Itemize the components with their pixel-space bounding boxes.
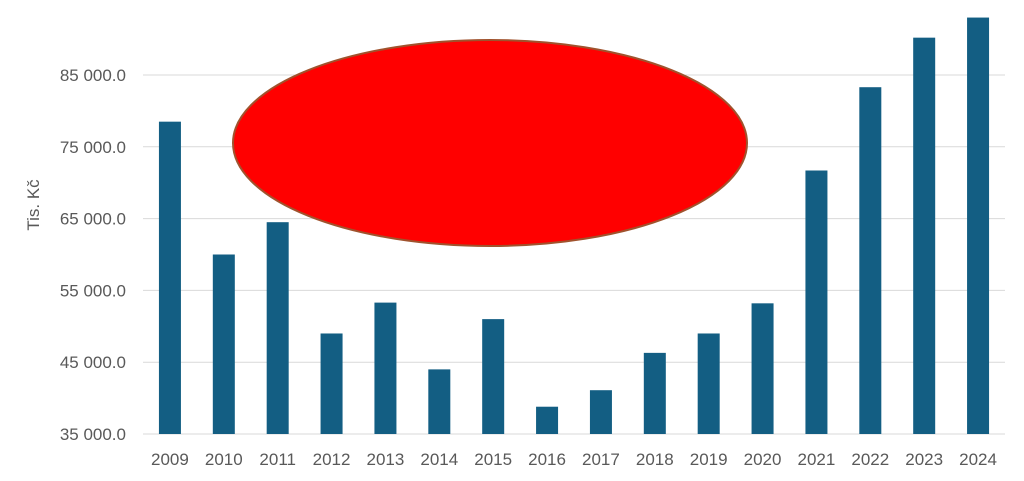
x-tick-label: 2021 — [798, 450, 836, 469]
bars — [158, 17, 990, 435]
x-tick-label: 2019 — [690, 450, 728, 469]
bar-2015 — [482, 319, 505, 434]
x-tick-label: 2018 — [636, 450, 674, 469]
x-tick-label: 2015 — [474, 450, 512, 469]
bar-2023 — [913, 37, 936, 434]
bar-2022 — [859, 87, 882, 435]
y-tick-label: 65 000.0 — [60, 210, 126, 229]
bar-2010 — [212, 254, 235, 434]
x-tick-label: 2011 — [259, 450, 296, 469]
x-tick-label: 2020 — [744, 450, 782, 469]
bar-2017 — [589, 390, 612, 434]
x-tick-label: 2022 — [851, 450, 889, 469]
red-ellipse-overlay — [232, 39, 748, 247]
x-tick-label: 2013 — [367, 450, 405, 469]
y-tick-label: 45 000.0 — [60, 353, 126, 372]
bar-2009 — [158, 121, 181, 435]
y-tick-label: 75 000.0 — [60, 138, 126, 157]
bar-2012 — [320, 333, 343, 434]
bar-2014 — [428, 369, 451, 434]
bar-2013 — [374, 302, 397, 434]
y-tick-label: 35 000.0 — [60, 425, 126, 444]
bar-2024 — [967, 17, 990, 435]
x-tick-label: 2016 — [528, 450, 566, 469]
bar-2018 — [643, 352, 666, 434]
x-tick-label: 2009 — [151, 450, 189, 469]
x-tick-label: 2010 — [205, 450, 243, 469]
bar-2021 — [805, 170, 828, 434]
bar-2011 — [266, 222, 289, 434]
x-tick-label: 2024 — [959, 450, 997, 469]
x-axis-ticks: 2009 2010 2011 2012 2013 2014 2015 2016 2017 2018… — [151, 450, 997, 469]
x-tick-label: 2017 — [582, 450, 620, 469]
x-tick-label: 2023 — [905, 450, 943, 469]
bar-2019 — [697, 333, 720, 434]
bar-2020 — [751, 303, 774, 434]
y-tick-label: 85 000.0 — [60, 66, 126, 85]
y-axis-ticks: 35 000.0 45 000.0 55 000.0 65 000.0 75 000.0… — [60, 66, 126, 444]
bar-2016 — [536, 406, 559, 434]
y-tick-label: 55 000.0 — [60, 281, 126, 300]
y-axis-label: Tis. Kč — [24, 179, 43, 231]
x-tick-label: 2014 — [420, 450, 458, 469]
x-tick-label: 2012 — [313, 450, 351, 469]
